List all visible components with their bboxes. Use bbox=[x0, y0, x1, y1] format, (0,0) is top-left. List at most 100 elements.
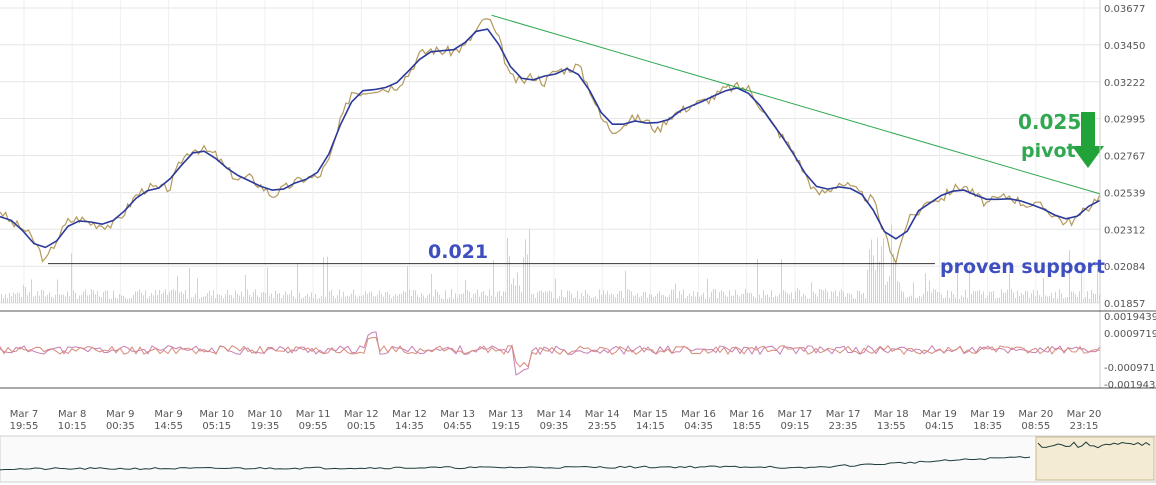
volume-bar bbox=[971, 294, 972, 303]
volume-bar bbox=[277, 293, 278, 303]
volume-bar bbox=[189, 267, 190, 303]
volume-bar bbox=[41, 289, 42, 303]
volume-bar bbox=[81, 295, 82, 303]
volume-bar bbox=[595, 296, 596, 303]
volume-bar bbox=[143, 295, 144, 303]
volume-bar bbox=[567, 290, 568, 303]
volume-bar bbox=[423, 295, 424, 303]
x-tick-label: Mar 7 bbox=[10, 409, 38, 420]
volume-bar bbox=[1025, 290, 1026, 303]
x-tick-label: Mar 20 bbox=[1018, 409, 1053, 420]
volume-bar bbox=[223, 298, 224, 303]
volume-bar bbox=[1079, 291, 1080, 303]
volume-bar bbox=[289, 294, 290, 303]
volume-bar bbox=[399, 294, 400, 303]
volume-bar bbox=[865, 298, 866, 303]
volume-bar bbox=[797, 287, 798, 303]
x-tick-label: 09:15 bbox=[780, 421, 809, 432]
volume-bar bbox=[901, 290, 902, 303]
volume-bar bbox=[127, 298, 128, 303]
down-arrow-icon bbox=[1072, 112, 1104, 168]
volume-bar bbox=[1067, 297, 1068, 303]
volume-bar bbox=[253, 291, 254, 303]
moving-average-line bbox=[0, 28, 1101, 249]
volume-bar bbox=[297, 262, 298, 303]
volume-bar bbox=[467, 290, 468, 303]
volume-bar bbox=[1095, 294, 1096, 303]
volume-bar bbox=[985, 298, 986, 303]
volume-bar bbox=[433, 296, 434, 303]
volume-bar bbox=[853, 298, 854, 303]
x-tick-label: 09:55 bbox=[299, 421, 328, 432]
volume-bar bbox=[635, 295, 636, 303]
volume-bar bbox=[465, 279, 466, 303]
volume-bar bbox=[333, 295, 334, 303]
volume-bar bbox=[833, 292, 834, 303]
grid-lines bbox=[0, 0, 1100, 304]
volume-bars bbox=[1, 224, 1100, 303]
volume-bar bbox=[889, 276, 890, 303]
volume-bar bbox=[137, 291, 138, 303]
volume-bar bbox=[95, 294, 96, 303]
volume-bar bbox=[335, 298, 336, 303]
volume-bar bbox=[647, 297, 648, 303]
volume-bar bbox=[771, 290, 772, 303]
volume-bar bbox=[491, 295, 492, 303]
volume-bar bbox=[911, 295, 912, 303]
volume-bar bbox=[15, 294, 16, 303]
volume-bar bbox=[519, 285, 520, 303]
volume-bar bbox=[689, 293, 690, 303]
volume-bar bbox=[757, 258, 758, 303]
volume-bar bbox=[811, 282, 812, 303]
volume-bar bbox=[343, 291, 344, 303]
indicator-tick-label: -0.0009719 bbox=[1104, 363, 1156, 374]
x-tick-label: 04:55 bbox=[443, 421, 472, 432]
volume-bar bbox=[479, 296, 480, 303]
volume-bar bbox=[631, 291, 632, 303]
volume-bar bbox=[695, 296, 696, 303]
volume-bar bbox=[251, 296, 252, 303]
signal-line bbox=[0, 336, 1101, 368]
volume-bar bbox=[617, 293, 618, 303]
volume-bar bbox=[621, 291, 622, 303]
volume-bar bbox=[403, 291, 404, 303]
volume-bar bbox=[513, 278, 514, 303]
volume-bar bbox=[393, 296, 394, 303]
volume-bar bbox=[319, 298, 320, 303]
volume-bar bbox=[457, 297, 458, 303]
volume-bar bbox=[113, 290, 114, 303]
volume-bar bbox=[441, 298, 442, 303]
y-tick-label: 0.03677 bbox=[1104, 4, 1145, 15]
volume-bar bbox=[1045, 295, 1046, 303]
volume-bar bbox=[1055, 291, 1056, 303]
volume-bar bbox=[873, 255, 874, 303]
volume-bar bbox=[1007, 289, 1008, 303]
volume-bar bbox=[283, 295, 284, 303]
volume-bar bbox=[9, 293, 10, 303]
volume-bar bbox=[299, 292, 300, 303]
volume-bar bbox=[239, 295, 240, 303]
volume-bar bbox=[899, 282, 900, 303]
volume-bar bbox=[57, 279, 58, 303]
x-tick-label: 23:15 bbox=[1070, 421, 1099, 432]
x-tick-label: 19:15 bbox=[491, 421, 520, 432]
y-tick-label: 0.02767 bbox=[1104, 152, 1145, 163]
volume-bar bbox=[477, 289, 478, 303]
navigator[interactable] bbox=[0, 435, 1156, 483]
volume-bar bbox=[745, 288, 746, 303]
volume-bar bbox=[445, 290, 446, 303]
volume-bar bbox=[575, 297, 576, 303]
volume-bar bbox=[581, 292, 582, 303]
volume-bar bbox=[55, 294, 56, 303]
volume-bar bbox=[485, 295, 486, 303]
volume-bar bbox=[707, 278, 708, 303]
volume-bar bbox=[135, 291, 136, 303]
volume-bar bbox=[761, 297, 762, 303]
volume-bar bbox=[27, 294, 28, 303]
volume-bar bbox=[571, 293, 572, 303]
volume-bar bbox=[419, 297, 420, 303]
volume-bar bbox=[709, 297, 710, 303]
volume-bar bbox=[247, 289, 248, 303]
volume-bar bbox=[287, 294, 288, 303]
